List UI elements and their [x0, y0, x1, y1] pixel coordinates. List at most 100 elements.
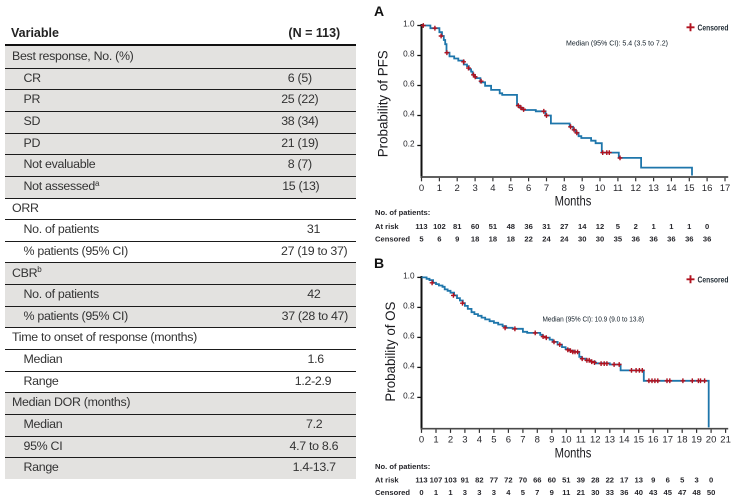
svg-text:0.2: 0.2: [403, 391, 415, 400]
svg-text:5: 5: [491, 435, 496, 446]
svg-text:B: B: [374, 255, 384, 271]
svg-text:36: 36: [649, 235, 657, 244]
svg-text:51: 51: [562, 476, 571, 485]
svg-text:0: 0: [419, 183, 424, 194]
svg-text:3: 3: [492, 488, 496, 497]
svg-text:1: 1: [448, 488, 453, 497]
svg-text:0: 0: [709, 476, 713, 485]
svg-text:Censored: Censored: [698, 275, 729, 284]
svg-text:5: 5: [680, 476, 685, 485]
svg-text:9: 9: [550, 488, 554, 497]
svg-text:24: 24: [560, 235, 569, 244]
svg-text:6: 6: [437, 235, 441, 244]
svg-text:Probability of PFS: Probability of PFS: [376, 50, 391, 157]
svg-text:0: 0: [419, 435, 424, 446]
svg-text:36: 36: [620, 488, 628, 497]
svg-text:6: 6: [506, 435, 511, 446]
svg-text:Months: Months: [555, 446, 592, 461]
svg-text:81: 81: [453, 222, 462, 231]
svg-text:72: 72: [504, 476, 512, 485]
svg-text:1: 1: [687, 222, 692, 231]
svg-text:0.4: 0.4: [403, 109, 415, 118]
svg-text:36: 36: [667, 235, 675, 244]
svg-text:0.8: 0.8: [403, 301, 415, 310]
svg-text:1: 1: [433, 435, 438, 446]
svg-text:60: 60: [471, 222, 479, 231]
svg-text:48: 48: [507, 222, 515, 231]
svg-text:4: 4: [477, 435, 482, 446]
svg-text:0: 0: [419, 488, 423, 497]
svg-text:51: 51: [489, 222, 498, 231]
svg-text:30: 30: [578, 235, 586, 244]
svg-text:35: 35: [614, 235, 623, 244]
svg-text:16: 16: [702, 183, 713, 194]
svg-text:48: 48: [692, 488, 700, 497]
svg-text:30: 30: [591, 488, 599, 497]
svg-text:27: 27: [560, 222, 568, 231]
svg-text:1: 1: [434, 488, 439, 497]
svg-text:14: 14: [619, 435, 630, 446]
svg-text:20: 20: [706, 435, 717, 446]
svg-text:103: 103: [444, 476, 457, 485]
svg-text:45: 45: [663, 488, 672, 497]
svg-text:113: 113: [415, 476, 427, 485]
svg-text:12: 12: [596, 222, 604, 231]
svg-text:Censored: Censored: [375, 235, 410, 244]
svg-text:6: 6: [526, 183, 531, 194]
svg-text:Median (95% CI): 5.4 (3.5 to 7: Median (95% CI): 5.4 (3.5 to 7.2): [566, 39, 668, 48]
svg-text:0.6: 0.6: [403, 331, 415, 340]
svg-text:0.6: 0.6: [403, 79, 415, 88]
svg-text:10: 10: [595, 183, 606, 194]
svg-text:14: 14: [666, 183, 677, 194]
svg-text:Months: Months: [555, 194, 592, 209]
svg-text:91: 91: [461, 476, 470, 485]
svg-text:8: 8: [535, 435, 540, 446]
svg-text:107: 107: [430, 476, 443, 485]
svg-text:3: 3: [477, 488, 481, 497]
svg-text:0.8: 0.8: [403, 49, 415, 58]
svg-text:10: 10: [561, 435, 572, 446]
svg-text:Median (95% CI): 10.9 (9.0 to: Median (95% CI): 10.9 (9.0 to 13.8): [543, 314, 645, 323]
svg-text:2: 2: [455, 183, 460, 194]
svg-text:7: 7: [544, 183, 549, 194]
svg-text:0: 0: [705, 222, 709, 231]
svg-text:At risk: At risk: [375, 476, 399, 485]
svg-text:Probability of OS: Probability of OS: [383, 302, 398, 402]
svg-text:9: 9: [549, 435, 554, 446]
svg-text:17: 17: [620, 476, 628, 485]
svg-text:36: 36: [524, 222, 532, 231]
svg-text:18: 18: [471, 235, 479, 244]
svg-text:39: 39: [577, 476, 585, 485]
svg-text:30: 30: [596, 235, 604, 244]
svg-text:8: 8: [562, 183, 567, 194]
svg-text:13: 13: [648, 183, 659, 194]
svg-text:A: A: [374, 3, 384, 19]
svg-text:11: 11: [562, 488, 571, 497]
svg-text:17: 17: [662, 435, 673, 446]
svg-text:66: 66: [533, 476, 541, 485]
svg-text:19: 19: [691, 435, 702, 446]
svg-text:82: 82: [475, 476, 483, 485]
svg-text:70: 70: [519, 476, 527, 485]
svg-text:1: 1: [437, 183, 442, 194]
svg-text:113: 113: [415, 222, 427, 231]
svg-text:No. of patients:: No. of patients:: [375, 208, 430, 217]
svg-text:16: 16: [648, 435, 659, 446]
svg-text:4: 4: [506, 488, 511, 497]
svg-text:7: 7: [520, 435, 525, 446]
svg-text:15: 15: [684, 183, 695, 194]
svg-text:2: 2: [634, 222, 638, 231]
svg-text:43: 43: [649, 488, 657, 497]
svg-text:13: 13: [634, 476, 642, 485]
svg-text:77: 77: [490, 476, 498, 485]
svg-text:4: 4: [490, 183, 495, 194]
svg-text:36: 36: [703, 235, 711, 244]
svg-text:36: 36: [685, 235, 693, 244]
svg-text:28: 28: [591, 476, 599, 485]
svg-text:14: 14: [578, 222, 587, 231]
svg-text:24: 24: [542, 235, 551, 244]
svg-text:3: 3: [472, 183, 477, 194]
svg-text:12: 12: [590, 435, 601, 446]
svg-text:17: 17: [720, 183, 731, 194]
svg-text:22: 22: [524, 235, 532, 244]
